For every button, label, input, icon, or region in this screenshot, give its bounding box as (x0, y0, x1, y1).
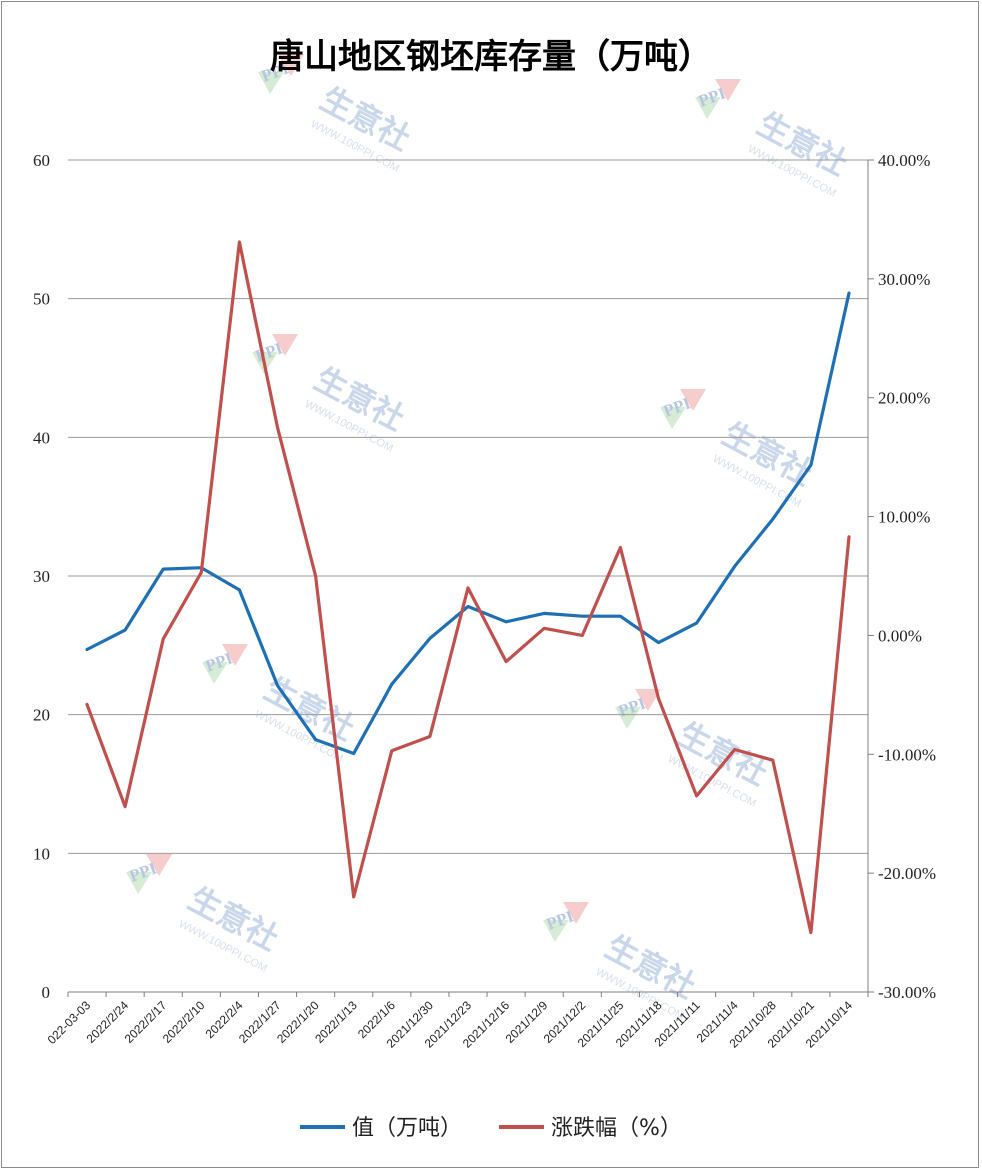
legend-label-change: 涨跌幅（%） (551, 1116, 682, 1141)
y-right-tick-label: -10.00% (878, 745, 936, 764)
watermark-triangle-green (660, 407, 686, 429)
watermark-triangle-red (635, 689, 661, 711)
data-point-change (847, 535, 850, 538)
data-point-change (695, 794, 698, 797)
watermark-triangle-green (126, 872, 152, 894)
watermark-triangle-red (272, 334, 298, 356)
y-left-tick-label: 0 (42, 983, 51, 1002)
x-tick-label: 2022/2/10 (160, 998, 208, 1046)
data-point-value (162, 568, 165, 571)
watermark-triangle-red (563, 902, 589, 924)
data-point-value (314, 738, 317, 741)
data-point-change (771, 759, 774, 762)
data-point-value (543, 612, 546, 615)
axes: 0 10 20 30 40 50 60 -30.00% -20.00% -10.00% 0.00% 1… (33, 151, 936, 1051)
data-point-value (619, 615, 622, 618)
data-point-value (657, 641, 660, 644)
data-point-change (238, 241, 241, 244)
watermark-triangle-green (543, 920, 569, 942)
y-left-tick-label: 30 (33, 567, 50, 586)
watermark-triangle-green (202, 662, 228, 684)
data-point-value (733, 565, 736, 568)
y-left-tick-label: 10 (33, 844, 50, 863)
y-right-tick-label: -30.00% (878, 983, 936, 1002)
y-right-tick-label: -20.00% (878, 864, 936, 883)
data-point-value (505, 620, 508, 623)
legend-label-value: 值（万吨） (352, 1116, 462, 1141)
data-point-change (733, 748, 736, 751)
y-right-tick-label: 0.00% (878, 626, 922, 645)
y-left-tick-label: 60 (33, 151, 50, 170)
data-point-value (467, 605, 470, 608)
data-point-change (467, 586, 470, 589)
data-point-value (581, 615, 584, 618)
data-point-change (619, 546, 622, 549)
y-left-tick-label: 50 (33, 290, 50, 309)
data-point-value (847, 292, 850, 295)
y-left-tick-label: 20 (33, 706, 50, 725)
y-right-tick-label: 30.00% (878, 270, 930, 289)
legend: 值（万吨） 涨跌幅（%） (300, 1116, 682, 1141)
data-point-change (505, 660, 508, 663)
data-point-value (695, 622, 698, 625)
data-point-value (390, 683, 393, 686)
data-point-change (390, 749, 393, 752)
data-point-change (352, 895, 355, 898)
y-right-tick-label: 10.00% (878, 508, 930, 527)
data-point-value (809, 464, 812, 467)
data-point-change (86, 703, 89, 706)
data-point-value (428, 637, 431, 640)
watermark-triangle-red (222, 644, 248, 666)
chart-title: 唐山地区钢坯库存量（万吨） (270, 37, 712, 77)
watermark-triangle-green (615, 707, 641, 729)
data-point-change (124, 805, 127, 808)
data-point-value (276, 684, 279, 687)
data-point-change (200, 571, 203, 574)
watermark-triangle-green (258, 72, 284, 94)
data-point-change (809, 931, 812, 934)
y-right-tick-label: 20.00% (878, 389, 930, 408)
watermark-triangle-red (146, 854, 172, 876)
data-point-value (86, 648, 89, 651)
watermark-triangle-red (680, 389, 706, 411)
series-line-value (85, 291, 851, 756)
y-right-tick-label: 40.00% (878, 151, 930, 170)
data-point-value (771, 518, 774, 521)
gridlines (68, 159, 868, 993)
y-left-tick-label: 40 (33, 428, 50, 447)
data-point-change (162, 637, 165, 640)
data-point-value (238, 588, 241, 591)
data-point-value (124, 629, 127, 632)
data-point-value (352, 752, 355, 755)
data-point-change (543, 627, 546, 630)
watermark-triangle-red (278, 54, 304, 76)
watermark-triangle-green (695, 97, 721, 119)
data-point-change (581, 634, 584, 637)
x-tick-label: 2022/1/13 (312, 998, 360, 1046)
data-point-change (314, 575, 317, 578)
data-point-change (428, 735, 431, 738)
watermark-triangle-red (715, 79, 741, 101)
data-point-change (657, 697, 660, 700)
series-line-change (85, 240, 851, 935)
data-point-change (276, 426, 279, 429)
series-lines (85, 240, 851, 935)
